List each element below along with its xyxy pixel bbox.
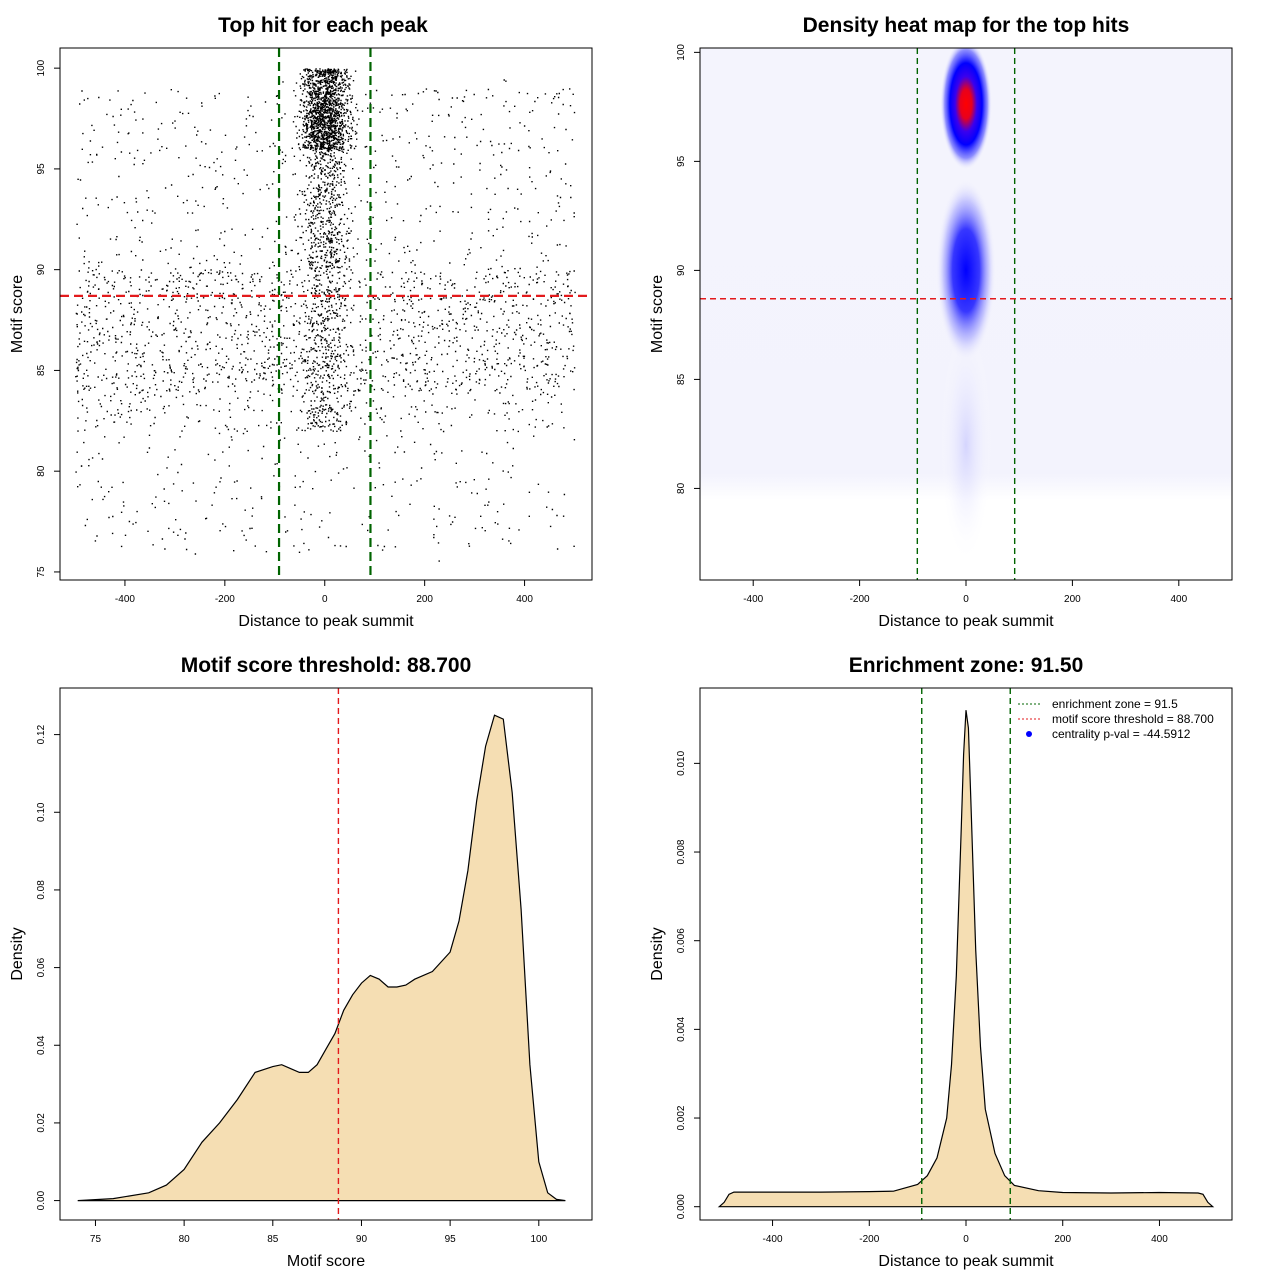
heatmap-x-label: Distance to peak summit — [878, 613, 1054, 630]
heatmap-x-tick-label: -200 — [850, 594, 870, 605]
distance-density-y-tick-label: 0.004 — [676, 1016, 687, 1041]
distance-density-area — [717, 710, 1215, 1208]
heatmap-faint-tail — [940, 324, 992, 565]
scatter-y-tick-label: 85 — [36, 364, 47, 376]
scatter-y-axis: 75 80 85 90 95 100 — [36, 59, 61, 578]
distance-density-y-tick-label: 0.006 — [676, 928, 687, 953]
heatmap-x-tick-label: -400 — [743, 594, 763, 605]
panel-scatter: Top hit for each peak -400 -200 0 200 400 75… — [9, 14, 593, 630]
distance-density-x-label: Distance to peak summit — [878, 1253, 1054, 1270]
score-density-y-tick-label: 0.00 — [36, 1190, 47, 1210]
scatter-x-axis: -400 -200 0 200 400 — [115, 579, 533, 605]
score-density-y-tick-label: 0.06 — [36, 957, 47, 977]
heatmap-refs — [700, 48, 1232, 580]
scatter-y-tick-label: 80 — [36, 465, 47, 477]
heatmap-title: Density heat map for the top hits — [803, 14, 1130, 37]
heatmap-blobs — [936, 48, 996, 565]
score-density-title: Motif score threshold: 88.700 — [181, 654, 472, 677]
score-density-x-axis: 75 80 85 90 95 100 — [90, 1219, 548, 1245]
scatter-x-tick-label: 400 — [516, 594, 533, 605]
legend-label-enrichment: enrichment zone = 91.5 — [1052, 697, 1178, 711]
legend-key-centrality — [1026, 731, 1032, 737]
score-density-x-label: Motif score — [287, 1253, 365, 1270]
legend-label-centrality: centrality p-val = -44.5912 — [1052, 727, 1191, 741]
score-density-y-label: Density — [9, 927, 26, 980]
distance-density-x-tick-label: -200 — [859, 1234, 879, 1245]
scatter-x-tick-label: -200 — [215, 594, 235, 605]
distance-density-x-tick-label: -400 — [763, 1234, 783, 1245]
distance-density-y-tick-label: 0.008 — [676, 839, 687, 864]
heatmap-y-tick-label: 80 — [676, 482, 687, 494]
score-density-y-tick-label: 0.12 — [36, 724, 47, 744]
scatter-y-tick-label: 90 — [36, 264, 47, 276]
scatter-y-tick-label: 95 — [36, 163, 47, 175]
score-density-y-tick-label: 0.04 — [36, 1035, 47, 1055]
score-density-x-tick-label: 90 — [356, 1234, 368, 1245]
score-density-x-tick-label: 95 — [445, 1234, 457, 1245]
scatter-point — [75, 68, 576, 562]
scatter-y-tick-label: 100 — [36, 59, 47, 76]
distance-density-y-tick-label: 0.000 — [676, 1194, 687, 1219]
scatter-x-label: Distance to peak summit — [238, 613, 414, 630]
score-density-y-axis: 0.00 0.02 0.04 0.06 0.08 0.10 0.12 — [36, 724, 61, 1210]
panel-distance-density: Enrichment zone: 91.50 -400 -200 0 200 400 0… — [649, 654, 1233, 1270]
distance-density-y-axis: 0.000 0.002 0.004 0.006 0.008 0.010 — [676, 750, 701, 1219]
distance-density-title: Enrichment zone: 91.50 — [849, 654, 1084, 677]
panel-heatmap: Density heat map for the top hits -400 -2… — [649, 14, 1233, 630]
scatter-title: Top hit for each peak — [218, 14, 428, 37]
distance-density-x-tick-label: 400 — [1151, 1234, 1168, 1245]
heatmap-y-tick-label: 85 — [676, 373, 687, 385]
score-density-x-tick-label: 75 — [90, 1234, 102, 1245]
heatmap-tail — [936, 178, 996, 363]
score-density-area — [77, 714, 566, 1202]
scatter-y-label: Motif score — [9, 275, 26, 353]
distance-density-x-tick-label: 0 — [963, 1234, 969, 1245]
scatter-points — [75, 68, 576, 562]
heatmap-hotspot — [940, 48, 992, 170]
heatmap-y-tick-label: 95 — [676, 155, 687, 167]
score-density-y-tick-label: 0.08 — [36, 880, 47, 900]
heatmap-y-tick-label: 100 — [676, 44, 687, 61]
scatter-x-tick-label: -400 — [115, 594, 135, 605]
heatmap-y-axis: 80 85 90 95 100 — [676, 44, 701, 494]
heatmap-y-label: Motif score — [649, 275, 666, 353]
legend-label-threshold: motif score threshold = 88.700 — [1052, 712, 1214, 726]
heatmap-x-tick-label: 0 — [963, 594, 969, 605]
distance-density-y-label: Density — [649, 927, 666, 980]
heatmap-x-tick-label: 200 — [1064, 594, 1081, 605]
score-density-x-tick-label: 85 — [267, 1234, 279, 1245]
distance-density-x-tick-label: 200 — [1054, 1234, 1071, 1245]
heatmap-x-tick-label: 400 — [1170, 594, 1187, 605]
panel-score-density: Motif score threshold: 88.700 75 80 85 90 95… — [9, 654, 593, 1270]
distance-density-refs — [921, 688, 1011, 1220]
heatmap-x-axis: -400 -200 0 200 400 — [743, 579, 1188, 605]
heatmap-y-tick-label: 90 — [676, 264, 687, 276]
score-density-y-tick-label: 0.10 — [36, 802, 47, 822]
score-density-y-tick-label: 0.02 — [36, 1113, 47, 1133]
scatter-refs — [60, 48, 592, 580]
score-density-x-tick-label: 100 — [530, 1234, 547, 1245]
score-density-x-tick-label: 80 — [179, 1234, 191, 1245]
distance-density-x-axis: -400 -200 0 200 400 — [763, 1219, 1168, 1245]
scatter-x-tick-label: 0 — [322, 594, 328, 605]
scatter-x-tick-label: 200 — [416, 594, 433, 605]
distance-density-y-tick-label: 0.010 — [676, 750, 687, 775]
heatmap-density — [700, 48, 1232, 580]
distance-density-y-tick-label: 0.002 — [676, 1105, 687, 1130]
distance-density-legend: enrichment zone = 91.5 motif score thres… — [1018, 697, 1214, 741]
scatter-y-tick-label: 75 — [36, 566, 47, 578]
